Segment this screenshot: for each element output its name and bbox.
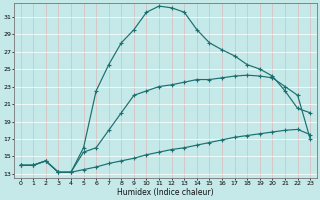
- X-axis label: Humidex (Indice chaleur): Humidex (Indice chaleur): [117, 188, 214, 197]
